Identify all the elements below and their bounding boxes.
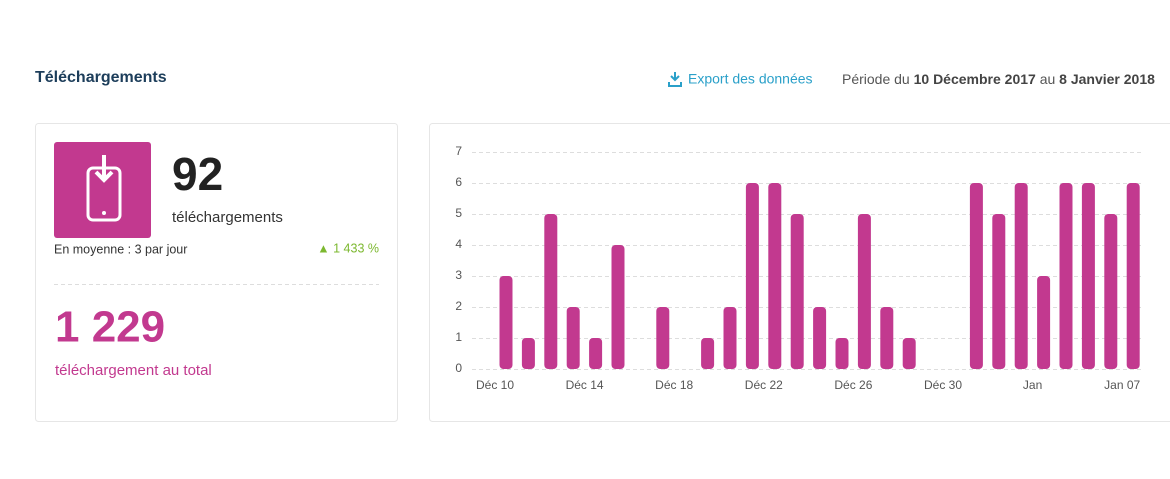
bar	[521, 338, 535, 369]
bar	[1037, 276, 1051, 369]
bar	[611, 245, 625, 369]
y-tick-label: 5	[455, 206, 462, 220]
bar	[1104, 214, 1118, 369]
bar	[1126, 183, 1140, 369]
x-tick-label: Déc 22	[745, 378, 783, 392]
bar	[880, 307, 894, 369]
period-end: 8 Janvier 2018	[1059, 71, 1155, 87]
x-tick-label: Déc 30	[924, 378, 962, 392]
x-tick-label: Déc 26	[834, 378, 872, 392]
y-tick-label: 4	[455, 237, 462, 251]
y-tick-label: 2	[455, 299, 462, 313]
x-tick-label: Déc 10	[476, 378, 514, 392]
bar	[857, 214, 871, 369]
bar	[768, 183, 782, 369]
chart: 0 1 2 3 4 5 6 7 Déc 10 Déc 14 Déc 18 Déc 22 Déc 26 Dé…	[455, 144, 1142, 392]
bar	[1014, 183, 1028, 369]
y-tick-label: 1	[455, 330, 462, 344]
change: ▲ 1 433 %	[317, 241, 379, 255]
bar	[835, 338, 849, 369]
y-tick-label: 6	[455, 175, 462, 189]
bar	[1059, 183, 1073, 369]
download-icon-box	[54, 142, 151, 238]
bar	[656, 307, 670, 369]
period: Période du 10 Décembre 2017 au 8 Janvier…	[842, 71, 1155, 87]
bar	[902, 338, 916, 369]
bar	[499, 276, 513, 369]
download-count: 92	[172, 148, 223, 200]
export-link[interactable]: Export des données	[688, 71, 813, 87]
count-label: téléchargements	[172, 209, 283, 226]
y-tick-label: 0	[455, 361, 462, 375]
phone-icon	[86, 155, 122, 222]
bar	[790, 214, 804, 369]
bar	[723, 307, 737, 369]
bar	[566, 307, 580, 369]
bar	[969, 183, 983, 369]
period-start: 10 Décembre 2017	[914, 71, 1036, 87]
x-tick-label: Déc 14	[566, 378, 604, 392]
bar	[745, 183, 759, 369]
period-text: au	[1036, 71, 1059, 87]
period-text: Période du	[842, 71, 914, 87]
total: 1 229	[55, 303, 165, 352]
total-label: téléchargement au total	[55, 362, 212, 379]
x-tick-label: Jan 07	[1104, 378, 1140, 392]
x-tick-label: Jan	[1023, 378, 1042, 392]
bar	[701, 338, 715, 369]
bar	[813, 307, 827, 369]
y-tick-label: 3	[455, 268, 462, 282]
x-tick-label: Déc 18	[655, 378, 693, 392]
average: En moyenne : 3 par jour	[54, 242, 187, 256]
export-icon[interactable]	[668, 72, 682, 87]
section-title: Téléchargements	[35, 69, 167, 86]
bar	[992, 214, 1006, 369]
bar	[1081, 183, 1095, 369]
bar	[544, 214, 558, 369]
bar	[589, 338, 603, 369]
y-tick-label: 7	[455, 144, 462, 158]
